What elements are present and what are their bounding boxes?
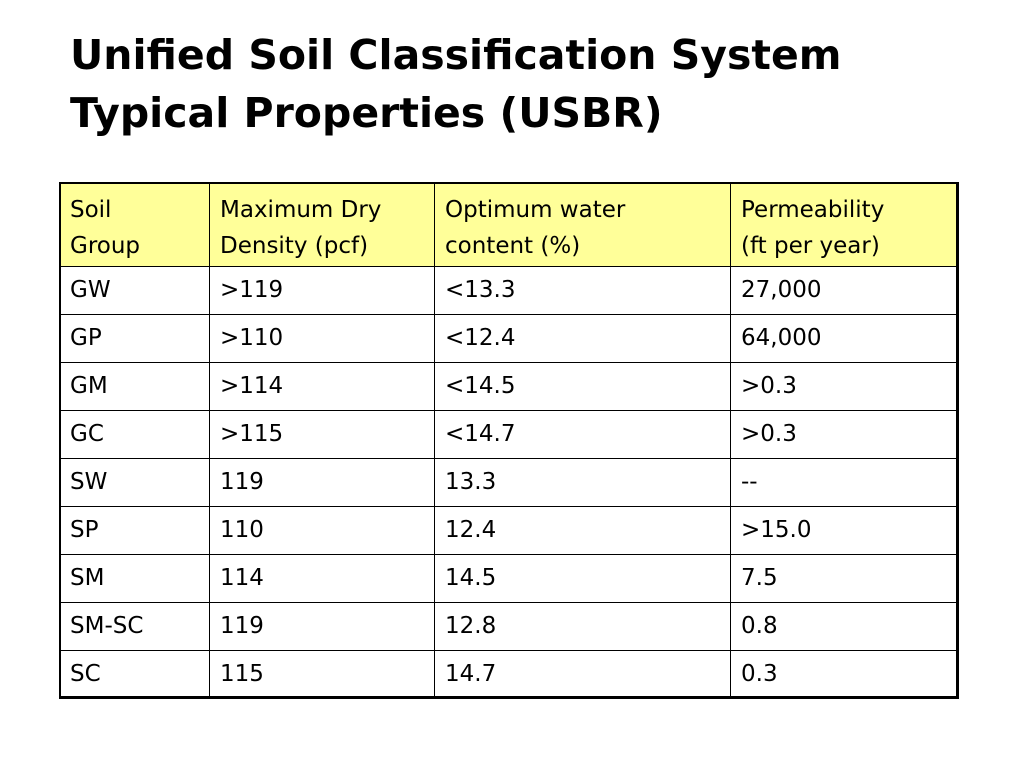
soil-properties-table: Soil Group Maximum Dry Density (pcf) Opt… — [59, 182, 959, 699]
header-soil-group-line-1: Soil — [70, 197, 112, 223]
cell-max-dry-density: >115 — [209, 410, 435, 459]
table-row: GM >114 <14.5 >0.3 — [59, 362, 959, 411]
cell-permeability: 7.5 — [730, 554, 959, 603]
header-optimum-water-content: Optimum water content (%) — [434, 182, 731, 267]
table-row: GC >115 <14.7 >0.3 — [59, 410, 959, 459]
cell-optimum-water-content: <14.5 — [434, 362, 731, 411]
cell-max-dry-density: >114 — [209, 362, 435, 411]
table-row: SM-SC 119 12.8 0.8 — [59, 602, 959, 651]
header-soil-group-line-2: Group — [70, 233, 141, 259]
table-header-row: Soil Group Maximum Dry Density (pcf) Opt… — [59, 182, 959, 267]
header-permeability-line-1: Permeability — [741, 197, 885, 223]
table-row: GP >110 <12.4 64,000 — [59, 314, 959, 363]
cell-permeability: 0.3 — [730, 650, 959, 699]
cell-optimum-water-content: 12.4 — [434, 506, 731, 555]
header-max-dry-density: Maximum Dry Density (pcf) — [209, 182, 435, 267]
header-permeability: Permeability (ft per year) — [730, 182, 959, 267]
cell-max-dry-density: 110 — [209, 506, 435, 555]
header-optimum-water-content-line-2: content (%) — [445, 233, 581, 259]
cell-permeability: >15.0 — [730, 506, 959, 555]
cell-soil-group: SP — [59, 506, 210, 555]
cell-max-dry-density: 119 — [209, 602, 435, 651]
cell-soil-group: SW — [59, 458, 210, 507]
cell-permeability: >0.3 — [730, 410, 959, 459]
cell-optimum-water-content: 14.5 — [434, 554, 731, 603]
cell-max-dry-density: 114 — [209, 554, 435, 603]
table-body: GW >119 <13.3 27,000 GP >110 <12.4 64,00… — [59, 266, 959, 699]
cell-soil-group: GC — [59, 410, 210, 459]
cell-permeability: >0.3 — [730, 362, 959, 411]
cell-optimum-water-content: 13.3 — [434, 458, 731, 507]
header-soil-group: Soil Group — [59, 182, 210, 267]
cell-permeability: -- — [730, 458, 959, 507]
table-header: Soil Group Maximum Dry Density (pcf) Opt… — [59, 182, 959, 267]
slide-title-line-1: Unified Soil Classification System — [70, 31, 842, 79]
table-row: SP 110 12.4 >15.0 — [59, 506, 959, 555]
cell-optimum-water-content: <12.4 — [434, 314, 731, 363]
cell-max-dry-density: 115 — [209, 650, 435, 699]
slide-title: Unified Soil Classification System Typic… — [70, 26, 1000, 142]
header-max-dry-density-line-2: Density (pcf) — [220, 233, 369, 259]
table-row: SM 114 14.5 7.5 — [59, 554, 959, 603]
cell-max-dry-density: 119 — [209, 458, 435, 507]
cell-optimum-water-content: <14.7 — [434, 410, 731, 459]
cell-permeability: 27,000 — [730, 266, 959, 315]
cell-max-dry-density: >119 — [209, 266, 435, 315]
cell-soil-group: GP — [59, 314, 210, 363]
cell-optimum-water-content: <13.3 — [434, 266, 731, 315]
cell-soil-group: SM — [59, 554, 210, 603]
header-max-dry-density-line-1: Maximum Dry — [220, 197, 382, 223]
cell-optimum-water-content: 12.8 — [434, 602, 731, 651]
cell-max-dry-density: >110 — [209, 314, 435, 363]
cell-soil-group: GM — [59, 362, 210, 411]
table-row: SC 115 14.7 0.3 — [59, 650, 959, 699]
header-optimum-water-content-line-1: Optimum water — [445, 197, 626, 223]
cell-soil-group: SC — [59, 650, 210, 699]
cell-optimum-water-content: 14.7 — [434, 650, 731, 699]
cell-permeability: 64,000 — [730, 314, 959, 363]
cell-soil-group: GW — [59, 266, 210, 315]
table-row: SW 119 13.3 -- — [59, 458, 959, 507]
header-permeability-line-2: (ft per year) — [741, 233, 880, 259]
slide-title-line-2: Typical Properties (USBR) — [70, 89, 663, 137]
cell-soil-group: SM-SC — [59, 602, 210, 651]
table-row: GW >119 <13.3 27,000 — [59, 266, 959, 315]
cell-permeability: 0.8 — [730, 602, 959, 651]
